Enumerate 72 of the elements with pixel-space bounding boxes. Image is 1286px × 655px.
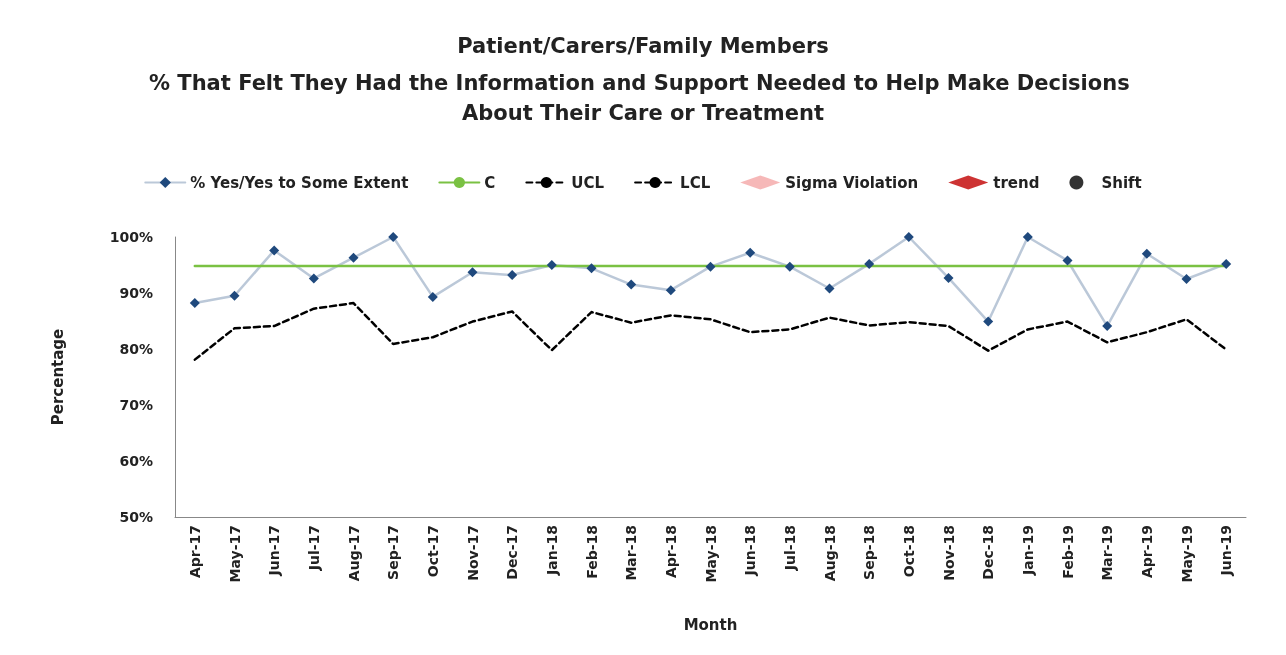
point bbox=[665, 285, 676, 296]
x-tick-label: Jan-18 bbox=[543, 525, 560, 576]
x-tick-label: Apr-17 bbox=[186, 525, 203, 579]
point bbox=[348, 252, 359, 263]
point bbox=[427, 291, 438, 302]
point bbox=[1022, 232, 1033, 242]
y-tick-label: 70% bbox=[119, 397, 153, 413]
y-tick-label: 50% bbox=[119, 509, 153, 525]
x-tick-label: Feb-19 bbox=[1059, 525, 1076, 579]
x-tick-label: Sep-18 bbox=[861, 525, 878, 580]
x-tick-label: May-19 bbox=[1178, 525, 1195, 583]
x-tick-label: Mar-18 bbox=[623, 525, 640, 581]
point bbox=[269, 245, 280, 256]
legend-label: trend bbox=[993, 173, 1040, 192]
chart-title: Patient/Carers/Family Members bbox=[457, 33, 829, 58]
legend-label: C bbox=[484, 173, 496, 192]
x-tick-label: Nov-18 bbox=[940, 525, 957, 581]
line-series bbox=[193, 301, 1228, 361]
y-tick-label: 60% bbox=[119, 453, 153, 469]
point bbox=[1062, 255, 1073, 266]
point bbox=[784, 261, 795, 272]
x-tick-label: Jun-19 bbox=[1218, 525, 1235, 577]
x-tick-label: May-17 bbox=[226, 525, 243, 583]
point bbox=[308, 273, 319, 284]
x-tick-label: Sep-17 bbox=[385, 525, 402, 580]
x-tick-label: Jul-18 bbox=[781, 525, 798, 572]
point bbox=[189, 298, 200, 309]
point bbox=[864, 258, 875, 269]
x-tick-label: Oct-18 bbox=[900, 525, 917, 578]
point bbox=[983, 316, 994, 327]
point bbox=[1141, 248, 1152, 259]
x-tick-label: Nov-17 bbox=[464, 525, 481, 581]
point bbox=[1181, 274, 1192, 284]
x-tick-label: Dec-18 bbox=[980, 525, 997, 580]
x-axis-title: Month bbox=[683, 615, 738, 634]
point bbox=[546, 260, 557, 270]
y-tick-label: 100% bbox=[109, 229, 153, 245]
x-tick-label: May-18 bbox=[702, 525, 719, 583]
point bbox=[388, 232, 399, 242]
chart-subtitle: % That Felt They Had the Information and Support Needed to Help Make Decisions About Their Care or Treatment bbox=[148, 71, 1138, 125]
x-tick-label: Jun-18 bbox=[742, 525, 759, 577]
point bbox=[229, 290, 240, 301]
legend-label: LCL bbox=[680, 173, 711, 192]
point bbox=[1102, 321, 1113, 332]
x-tick-label: Mar-19 bbox=[1099, 525, 1116, 581]
legend-label: UCL bbox=[571, 173, 605, 192]
x-tick-label: Jun-17 bbox=[266, 525, 283, 577]
point bbox=[903, 232, 914, 242]
x-tick-label: Oct-17 bbox=[424, 525, 441, 578]
x-tick-label: Feb-18 bbox=[583, 525, 600, 579]
x-tick-label: Aug-17 bbox=[345, 525, 362, 582]
legend-label: Shift bbox=[1101, 173, 1142, 192]
legend-label: % Yes/Yes to Some Extent bbox=[190, 173, 409, 192]
legend-label: Sigma Violation bbox=[785, 173, 919, 192]
x-tick-label: Apr-18 bbox=[662, 525, 679, 579]
point bbox=[745, 247, 756, 258]
point bbox=[824, 283, 835, 294]
y-tick-label: 90% bbox=[119, 285, 153, 301]
point bbox=[467, 267, 478, 278]
x-tick-label: Jan-19 bbox=[1019, 525, 1036, 576]
x-tick-label: Apr-19 bbox=[1138, 525, 1155, 579]
x-tick-label: Aug-18 bbox=[821, 525, 838, 582]
point bbox=[705, 261, 716, 272]
point bbox=[1221, 258, 1232, 269]
point bbox=[586, 263, 597, 274]
x-tick-label: Dec-17 bbox=[504, 525, 521, 580]
point bbox=[626, 279, 637, 290]
point bbox=[507, 270, 518, 281]
x-tick-label: Jul-17 bbox=[305, 525, 322, 572]
y-tick-label: 80% bbox=[119, 341, 153, 357]
y-axis-title: Percentage bbox=[48, 328, 67, 426]
point bbox=[943, 272, 954, 283]
